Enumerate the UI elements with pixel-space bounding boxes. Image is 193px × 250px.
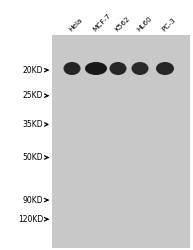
Text: HL60: HL60 xyxy=(136,16,153,33)
Text: 120KD: 120KD xyxy=(18,215,43,224)
Ellipse shape xyxy=(63,62,80,75)
Ellipse shape xyxy=(85,62,107,75)
Text: PC-3: PC-3 xyxy=(161,17,177,33)
Ellipse shape xyxy=(156,62,174,75)
Text: 50KD: 50KD xyxy=(22,153,43,162)
Text: 20KD: 20KD xyxy=(23,66,43,75)
Text: 35KD: 35KD xyxy=(22,120,43,129)
Text: 25KD: 25KD xyxy=(23,91,43,100)
Text: K562: K562 xyxy=(114,16,131,33)
Text: 90KD: 90KD xyxy=(22,196,43,204)
Ellipse shape xyxy=(109,62,126,75)
Text: Hela: Hela xyxy=(68,17,84,33)
Ellipse shape xyxy=(131,62,148,75)
Bar xyxy=(52,35,190,248)
Text: MCF-7: MCF-7 xyxy=(92,13,112,33)
